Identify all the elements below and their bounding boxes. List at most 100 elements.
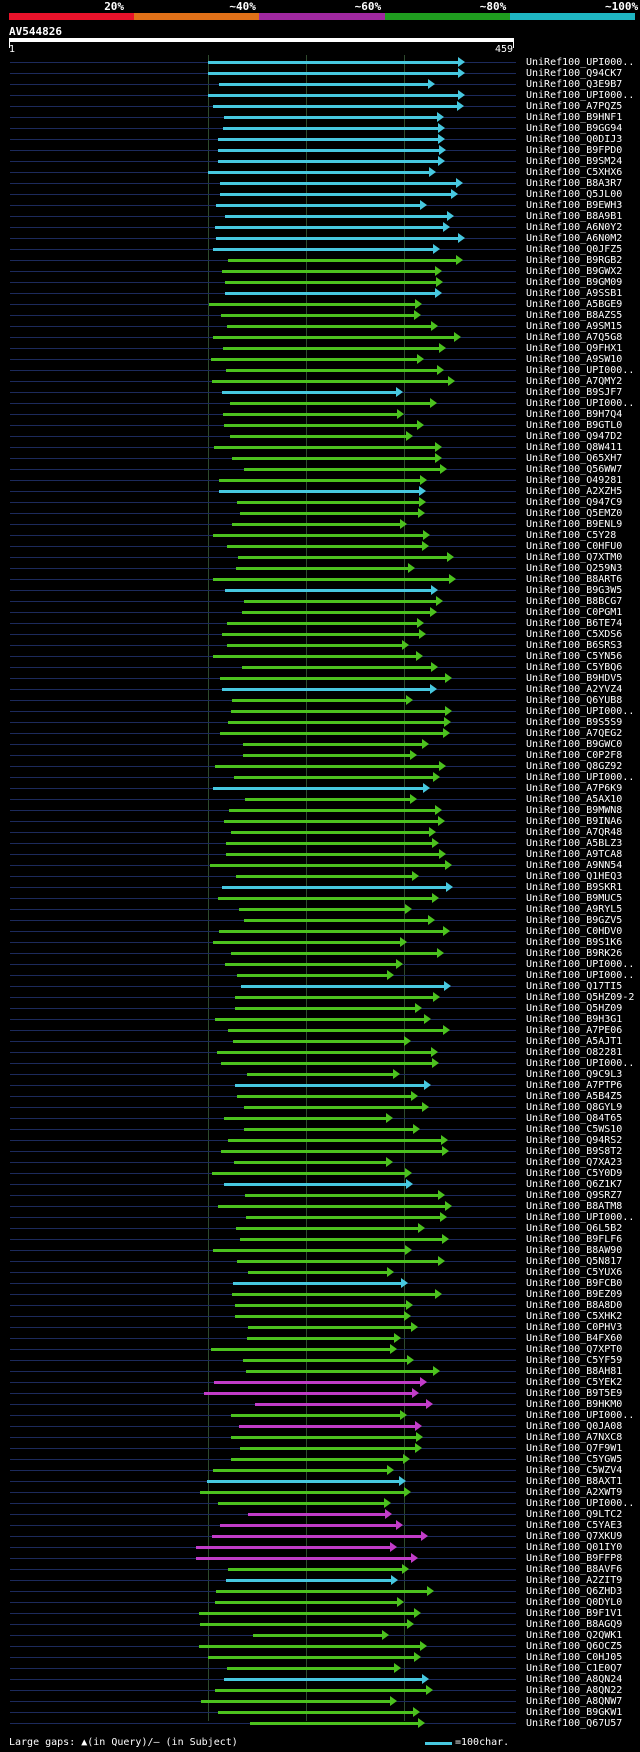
hit-label[interactable]: UniRef100_Q8GYL9 bbox=[526, 1102, 623, 1113]
hit-label[interactable]: UniRef100_Q9SRZ7 bbox=[526, 1190, 623, 1201]
hit-label[interactable]: UniRef100_Q94RS2 bbox=[526, 1135, 623, 1146]
alignment-bar[interactable] bbox=[221, 886, 446, 889]
hit-label[interactable]: UniRef100_B9SKR1 bbox=[526, 882, 623, 893]
alignment-bar[interactable] bbox=[246, 1216, 440, 1219]
hit-label[interactable]: UniRef100_Q65XH7 bbox=[526, 453, 623, 464]
alignment-bar[interactable] bbox=[214, 446, 436, 449]
alignment-bar[interactable] bbox=[212, 534, 423, 537]
alignment-bar[interactable] bbox=[231, 952, 438, 955]
alignment-bar[interactable] bbox=[219, 732, 444, 735]
hit-label[interactable]: UniRef100_B8AGQ9 bbox=[526, 1619, 623, 1630]
hit-label[interactable]: UniRef100_Q0DIJ3 bbox=[526, 134, 623, 145]
alignment-bar[interactable] bbox=[235, 1227, 419, 1230]
hit-label[interactable]: UniRef100_A2XZH5 bbox=[526, 486, 623, 497]
hit-label[interactable]: UniRef100_B8ATM8 bbox=[526, 1201, 623, 1212]
alignment-bar[interactable] bbox=[224, 424, 417, 427]
hit-label[interactable]: UniRef100_A7PTP6 bbox=[526, 1080, 623, 1091]
alignment-bar[interactable] bbox=[235, 875, 412, 878]
alignment-bar[interactable] bbox=[236, 1095, 412, 1098]
alignment-bar[interactable] bbox=[225, 281, 437, 284]
alignment-bar[interactable] bbox=[198, 1612, 414, 1615]
hit-label[interactable]: UniRef100_B9GWX2 bbox=[526, 266, 623, 277]
alignment-bar[interactable] bbox=[238, 908, 406, 911]
alignment-bar[interactable] bbox=[223, 127, 439, 130]
hit-label[interactable]: UniRef100_C5XHX6 bbox=[526, 167, 623, 178]
alignment-bar[interactable] bbox=[227, 259, 457, 262]
hit-label[interactable]: UniRef100_B8AXT1 bbox=[526, 1476, 623, 1487]
hit-label[interactable]: UniRef100_A7Q5G8 bbox=[526, 332, 623, 343]
hit-label[interactable]: UniRef100_B9G3W5 bbox=[526, 585, 623, 596]
hit-label[interactable]: UniRef100_B6SRS3 bbox=[526, 640, 623, 651]
hit-label[interactable]: UniRef100_A5BGE9 bbox=[526, 299, 623, 310]
hit-label[interactable]: UniRef100_Q8GZ92 bbox=[526, 761, 623, 772]
hit-label[interactable]: UniRef100_Q8W411 bbox=[526, 442, 623, 453]
alignment-bar[interactable] bbox=[212, 1535, 421, 1538]
hit-label[interactable]: UniRef100_Q9LTC2 bbox=[526, 1509, 623, 1520]
alignment-bar[interactable] bbox=[207, 1656, 414, 1659]
alignment-bar[interactable] bbox=[228, 809, 435, 812]
alignment-bar[interactable] bbox=[225, 292, 435, 295]
alignment-bar[interactable] bbox=[245, 1194, 439, 1197]
hit-label[interactable]: UniRef100_Q5JL00 bbox=[526, 189, 623, 200]
hit-label[interactable]: UniRef100_A8QNW7 bbox=[526, 1696, 623, 1707]
hit-label[interactable]: UniRef100_B8AW90 bbox=[526, 1245, 623, 1256]
alignment-bar[interactable] bbox=[222, 413, 398, 416]
alignment-bar[interactable] bbox=[233, 1282, 402, 1285]
hit-label[interactable]: UniRef100_A8QN22 bbox=[526, 1685, 623, 1696]
alignment-bar[interactable] bbox=[211, 358, 418, 361]
hit-label[interactable]: UniRef100_B9GM09 bbox=[526, 277, 623, 288]
hit-label[interactable]: UniRef100_Q6Z1K7 bbox=[526, 1179, 623, 1190]
alignment-bar[interactable] bbox=[212, 1249, 406, 1252]
hit-label[interactable]: UniRef100_C5WZV4 bbox=[526, 1465, 623, 1476]
alignment-bar[interactable] bbox=[240, 985, 444, 988]
hit-label[interactable]: UniRef100_Q17TI5 bbox=[526, 981, 623, 992]
hit-label[interactable]: UniRef100_B9S1K6 bbox=[526, 937, 623, 948]
hit-label[interactable]: UniRef100_O82281 bbox=[526, 1047, 623, 1058]
hit-label[interactable]: UniRef100_Q67U57 bbox=[526, 1718, 623, 1729]
hit-label[interactable]: UniRef100_C0HFU0 bbox=[526, 541, 623, 552]
alignment-bar[interactable] bbox=[242, 1359, 407, 1362]
alignment-bar[interactable] bbox=[219, 1524, 397, 1527]
hit-label[interactable]: UniRef100_A5B4Z5 bbox=[526, 1091, 623, 1102]
alignment-bar[interactable] bbox=[227, 1568, 403, 1571]
hit-label[interactable]: UniRef100_B9ENL9 bbox=[526, 519, 623, 530]
alignment-bar[interactable] bbox=[222, 633, 419, 636]
hit-label[interactable]: UniRef100_B9GWC0 bbox=[526, 739, 623, 750]
hit-label[interactable]: UniRef100_Q6L5B2 bbox=[526, 1223, 623, 1234]
alignment-bar[interactable] bbox=[218, 479, 421, 482]
hit-label[interactable]: UniRef100_UPI000.. bbox=[526, 706, 635, 717]
alignment-bar[interactable] bbox=[224, 1117, 387, 1120]
alignment-bar[interactable] bbox=[215, 1689, 427, 1692]
hit-label[interactable]: UniRef100_O49281 bbox=[526, 475, 623, 486]
alignment-bar[interactable] bbox=[227, 644, 403, 647]
alignment-bar[interactable] bbox=[224, 215, 448, 218]
hit-label[interactable]: UniRef100_Q947C9 bbox=[526, 497, 623, 508]
alignment-bar[interactable] bbox=[243, 1128, 413, 1131]
alignment-bar[interactable] bbox=[213, 1469, 388, 1472]
alignment-bar[interactable] bbox=[215, 1601, 398, 1604]
alignment-bar[interactable] bbox=[244, 600, 437, 603]
hit-label[interactable]: UniRef100_B9EZ09 bbox=[526, 1289, 623, 1300]
hit-label[interactable]: UniRef100_B9H7Q4 bbox=[526, 409, 623, 420]
hit-label[interactable]: UniRef100_Q94CK7 bbox=[526, 68, 623, 79]
hit-label[interactable]: UniRef100_B4FX60 bbox=[526, 1333, 623, 1344]
hit-label[interactable]: UniRef100_Q259N3 bbox=[526, 563, 623, 574]
alignment-bar[interactable] bbox=[219, 182, 456, 185]
hit-label[interactable]: UniRef100_A2YVZ4 bbox=[526, 684, 623, 695]
hit-label[interactable]: UniRef100_B9MWN8 bbox=[526, 805, 623, 816]
hit-label[interactable]: UniRef100_C0HDV0 bbox=[526, 926, 623, 937]
alignment-bar[interactable] bbox=[241, 611, 430, 614]
alignment-bar[interactable] bbox=[212, 655, 416, 658]
hit-label[interactable]: UniRef100_UPI000.. bbox=[526, 1212, 635, 1223]
alignment-bar[interactable] bbox=[200, 1623, 408, 1626]
hit-label[interactable]: UniRef100_B8ART6 bbox=[526, 574, 623, 585]
alignment-bar[interactable] bbox=[200, 1491, 404, 1494]
alignment-bar[interactable] bbox=[235, 1304, 406, 1307]
alignment-bar[interactable] bbox=[232, 523, 401, 526]
alignment-bar[interactable] bbox=[221, 688, 430, 691]
hit-label[interactable]: UniRef100_C5YEK2 bbox=[526, 1377, 623, 1388]
hit-label[interactable]: UniRef100_Q84T65 bbox=[526, 1113, 623, 1124]
hit-label[interactable]: UniRef100_Q9FHX1 bbox=[526, 343, 623, 354]
alignment-bar[interactable] bbox=[230, 1458, 403, 1461]
hit-label[interactable]: UniRef100_B9HNF1 bbox=[526, 112, 623, 123]
